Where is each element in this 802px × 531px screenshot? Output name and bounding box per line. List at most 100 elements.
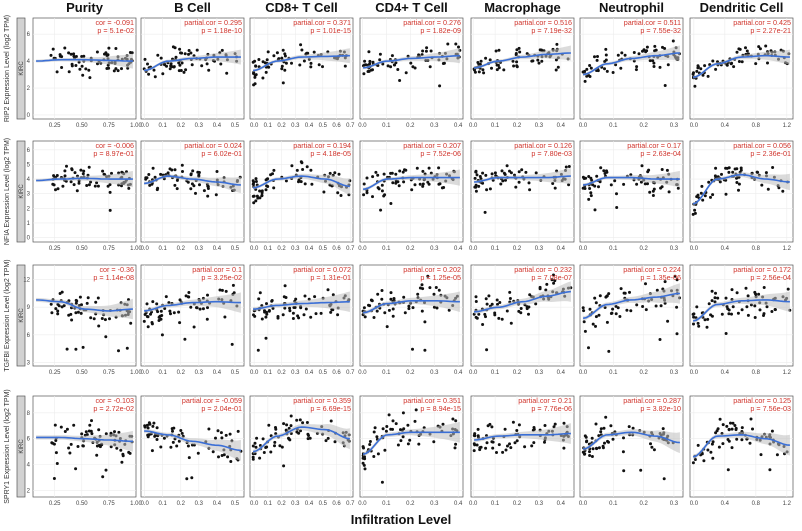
data-point bbox=[538, 48, 542, 52]
data-point bbox=[420, 283, 424, 287]
data-point bbox=[495, 63, 499, 67]
data-point bbox=[265, 184, 269, 188]
data-point bbox=[78, 295, 82, 299]
data-point bbox=[556, 65, 560, 69]
data-point bbox=[72, 183, 76, 187]
x-tick-label: 0.6 bbox=[332, 246, 341, 252]
data-point bbox=[295, 168, 299, 172]
data-point bbox=[189, 51, 193, 55]
data-point bbox=[567, 183, 571, 187]
data-point bbox=[164, 295, 168, 299]
data-point bbox=[324, 439, 328, 443]
data-point bbox=[376, 186, 380, 190]
data-point bbox=[721, 442, 725, 446]
data-point bbox=[737, 182, 741, 186]
data-point bbox=[280, 64, 284, 68]
data-point bbox=[530, 59, 534, 63]
data-point bbox=[720, 312, 724, 316]
x-tick-label: 0.8 bbox=[752, 501, 761, 507]
data-point bbox=[540, 59, 544, 63]
data-point bbox=[611, 437, 615, 441]
data-point bbox=[252, 182, 255, 186]
data-point bbox=[182, 70, 186, 74]
x-tick-label: 0.25 bbox=[49, 370, 61, 376]
confidence-band bbox=[253, 291, 350, 312]
data-point bbox=[457, 45, 460, 49]
stat-correlation: partial.cor = 0.224 bbox=[623, 265, 681, 274]
data-point bbox=[582, 309, 586, 313]
data-point bbox=[411, 347, 414, 351]
data-point bbox=[651, 59, 655, 63]
x-tick-label: 0.1 bbox=[609, 370, 618, 376]
x-tick-label: 0.2 bbox=[406, 123, 415, 129]
data-point bbox=[215, 170, 219, 173]
data-point bbox=[589, 191, 593, 195]
x-tick-label: 0.0 bbox=[469, 501, 478, 507]
stat-pvalue: p = 1.35e-06 bbox=[640, 273, 681, 282]
data-point bbox=[651, 194, 655, 197]
data-point bbox=[180, 431, 184, 435]
data-point bbox=[266, 50, 270, 54]
stat-correlation: cor = -0.103 bbox=[95, 396, 134, 405]
data-point bbox=[109, 431, 113, 435]
data-point bbox=[483, 210, 487, 214]
data-point bbox=[514, 185, 518, 189]
data-point bbox=[691, 212, 695, 216]
x-tick-label: 0.3 bbox=[670, 123, 679, 129]
data-point bbox=[398, 79, 402, 82]
stat-pvalue: p = 4.18e-05 bbox=[310, 149, 351, 158]
data-point bbox=[217, 455, 220, 459]
data-point bbox=[339, 194, 343, 197]
panel-frame bbox=[140, 17, 245, 120]
data-point bbox=[219, 62, 223, 66]
data-point bbox=[89, 316, 93, 320]
data-point bbox=[596, 69, 600, 73]
data-point bbox=[472, 442, 476, 446]
data-point bbox=[257, 297, 261, 301]
data-point bbox=[114, 47, 118, 50]
data-point bbox=[152, 68, 156, 72]
data-point bbox=[590, 455, 594, 458]
data-point bbox=[197, 173, 201, 177]
data-point bbox=[309, 315, 313, 319]
data-point bbox=[74, 301, 78, 305]
data-point bbox=[266, 177, 270, 181]
column-title: B Cell bbox=[174, 0, 211, 15]
y-tick-label: 2 bbox=[27, 489, 31, 495]
data-point bbox=[309, 61, 313, 65]
data-point bbox=[454, 42, 458, 46]
data-point bbox=[365, 176, 369, 180]
data-point bbox=[264, 70, 268, 74]
data-point bbox=[75, 189, 79, 193]
data-point bbox=[552, 425, 556, 429]
data-point bbox=[597, 185, 600, 189]
data-point bbox=[537, 61, 541, 65]
data-point bbox=[51, 47, 55, 51]
data-point bbox=[502, 68, 506, 72]
data-point bbox=[383, 448, 387, 452]
data-point bbox=[175, 444, 179, 448]
x-tick-label: 0.75 bbox=[103, 123, 115, 129]
data-point bbox=[418, 286, 422, 290]
x-tick-label: 0.2 bbox=[406, 246, 415, 252]
data-point bbox=[732, 65, 736, 69]
stat-correlation: partial.cor = 0.024 bbox=[184, 141, 242, 150]
data-point bbox=[604, 415, 608, 419]
data-point bbox=[666, 319, 670, 323]
data-point bbox=[740, 426, 744, 430]
data-point bbox=[424, 49, 428, 53]
fit-line bbox=[252, 426, 350, 453]
data-point bbox=[696, 321, 700, 325]
panel-frame bbox=[32, 140, 137, 243]
data-point bbox=[729, 421, 732, 425]
data-point bbox=[104, 432, 108, 436]
data-point bbox=[224, 433, 228, 437]
data-point bbox=[120, 67, 123, 71]
stat-pvalue: p = 8.97e-01 bbox=[93, 149, 134, 158]
data-point bbox=[251, 444, 255, 448]
data-point bbox=[504, 178, 507, 182]
data-point bbox=[274, 427, 278, 431]
data-point bbox=[79, 311, 83, 315]
x-tick-label: 0.0 bbox=[140, 123, 149, 129]
data-point bbox=[770, 310, 774, 313]
